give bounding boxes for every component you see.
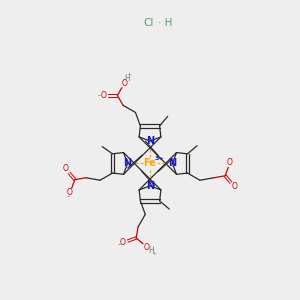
Text: 3+: 3+ [154,157,164,161]
Text: O: O [120,238,126,247]
Text: N: N [146,181,154,191]
Text: +: + [127,72,132,77]
Text: O: O [63,164,69,173]
Text: N: N [168,158,176,168]
Text: O: O [122,79,127,88]
Text: O: O [67,188,73,197]
Text: O: O [144,242,150,251]
Text: O: O [227,158,233,167]
Text: N: N [124,158,132,168]
Text: N: N [146,136,154,146]
Text: +: + [152,251,157,256]
Text: O: O [231,182,237,191]
Text: -: - [67,193,70,202]
Text: H: H [148,246,154,255]
Text: · H: · H [158,18,173,28]
Text: H: H [124,74,130,83]
Text: Fe: Fe [144,158,156,168]
Text: -: - [230,154,233,163]
Text: O: O [100,91,106,100]
Text: -: - [117,240,120,249]
Text: -: - [98,91,100,100]
Text: Cl: Cl [143,18,154,28]
